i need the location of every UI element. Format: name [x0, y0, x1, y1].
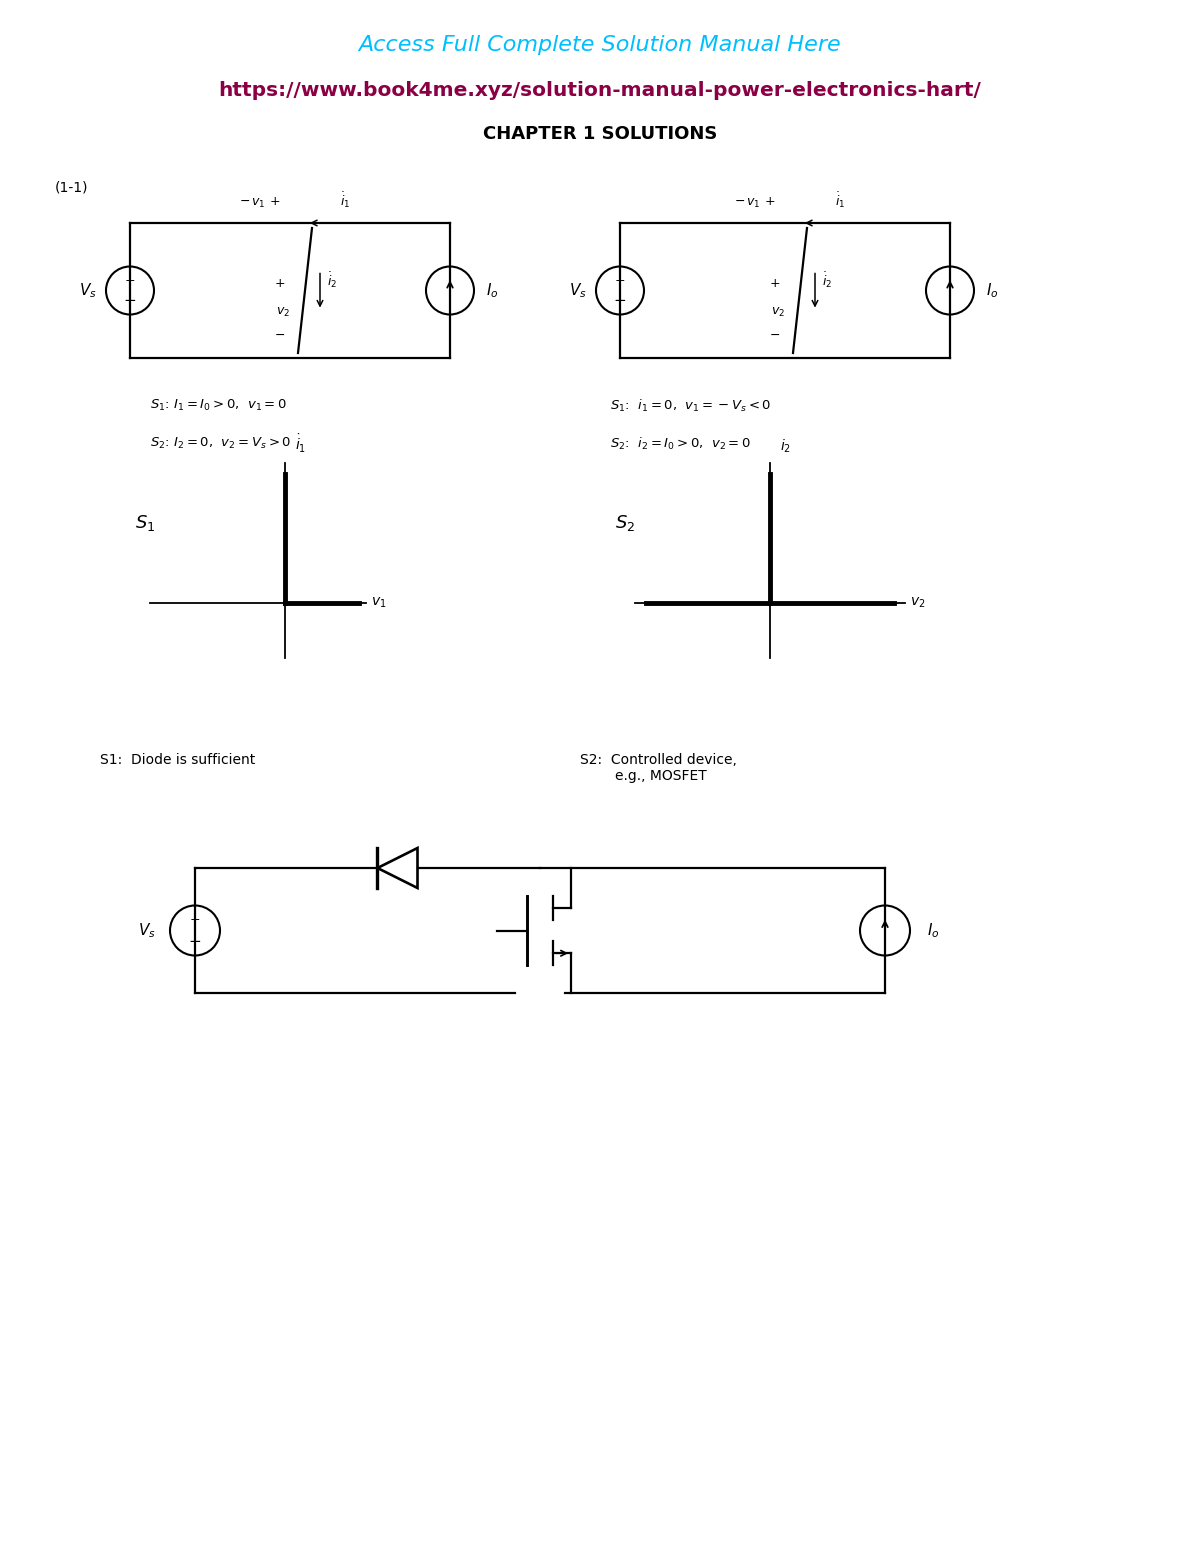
Text: $S_1$: $S_1$ — [134, 512, 155, 533]
Text: −: − — [124, 294, 137, 307]
Text: +: + — [190, 913, 200, 927]
Text: $-\,\mathit{v_1}\,+$: $-\,\mathit{v_1}\,+$ — [734, 196, 775, 210]
Text: $\mathit{\dot{i}_2}$: $\mathit{\dot{i}_2}$ — [326, 270, 337, 290]
Text: $\mathit{v_2}$: $\mathit{v_2}$ — [770, 306, 785, 318]
Text: $\mathit{V_s}$: $\mathit{V_s}$ — [138, 921, 156, 940]
Text: $\mathit{I_o}$: $\mathit{I_o}$ — [486, 281, 498, 300]
Text: $\mathit{v_1}$: $\mathit{v_1}$ — [371, 596, 386, 610]
Text: S1:  Diode is sufficient: S1: Diode is sufficient — [100, 753, 256, 767]
Text: $\mathit{\dot{i}_1}$: $\mathit{\dot{i}_1}$ — [295, 433, 306, 455]
Text: CHAPTER 1 SOLUTIONS: CHAPTER 1 SOLUTIONS — [482, 124, 718, 143]
Text: $+$: $+$ — [275, 276, 286, 290]
Text: $\mathit{V_s}$: $\mathit{V_s}$ — [569, 281, 587, 300]
Text: −: − — [613, 294, 626, 307]
Text: (1-1): (1-1) — [55, 182, 89, 196]
Text: $\mathit{\dot{i}_1}$: $\mathit{\dot{i}_1}$ — [340, 191, 350, 210]
Text: https://www.book4me.xyz/solution-manual-power-electronics-hart/: https://www.book4me.xyz/solution-manual-… — [218, 81, 982, 99]
Text: −: − — [188, 933, 202, 949]
Text: $\mathit{i_2}$: $\mathit{i_2}$ — [780, 438, 791, 455]
Text: $\mathit{\dot{i}_1}$: $\mathit{\dot{i}_1}$ — [835, 191, 845, 210]
Text: $S_1$: $I_1 = I_0 > 0$,  $v_1 = 0$: $S_1$: $I_1 = I_0 > 0$, $v_1 = 0$ — [150, 398, 287, 413]
Text: $\mathit{V_s}$: $\mathit{V_s}$ — [79, 281, 97, 300]
Text: $-\,\mathit{v_1}\,+$: $-\,\mathit{v_1}\,+$ — [239, 196, 281, 210]
Text: $+$: $+$ — [769, 276, 781, 290]
Text: $S_1$:  $i_1 = 0$,  $v_1 = -V_s < 0$: $S_1$: $i_1 = 0$, $v_1 = -V_s < 0$ — [610, 398, 772, 415]
Text: $\mathit{I_o}$: $\mathit{I_o}$ — [985, 281, 998, 300]
Text: $S_2$: $I_2 = 0$,  $v_2 = V_s > 0$: $S_2$: $I_2 = 0$, $v_2 = V_s > 0$ — [150, 436, 292, 450]
Text: $-$: $-$ — [275, 328, 286, 342]
Text: $-$: $-$ — [769, 328, 780, 342]
Text: +: + — [614, 273, 625, 287]
Text: $\mathit{\dot{i}_2}$: $\mathit{\dot{i}_2}$ — [822, 270, 833, 290]
Text: Access Full Complete Solution Manual Here: Access Full Complete Solution Manual Her… — [359, 36, 841, 54]
Text: $S_2$: $S_2$ — [616, 512, 635, 533]
Text: $\mathit{v_2}$: $\mathit{v_2}$ — [910, 596, 925, 610]
Text: +: + — [125, 273, 136, 287]
Text: $\mathit{I_o}$: $\mathit{I_o}$ — [926, 921, 940, 940]
Text: $\mathit{v_2}$: $\mathit{v_2}$ — [276, 306, 290, 318]
Text: $S_2$:  $i_2 = I_0 > 0$,  $v_2 = 0$: $S_2$: $i_2 = I_0 > 0$, $v_2 = 0$ — [610, 436, 751, 452]
Text: S2:  Controlled device,
        e.g., MOSFET: S2: Controlled device, e.g., MOSFET — [580, 753, 737, 783]
